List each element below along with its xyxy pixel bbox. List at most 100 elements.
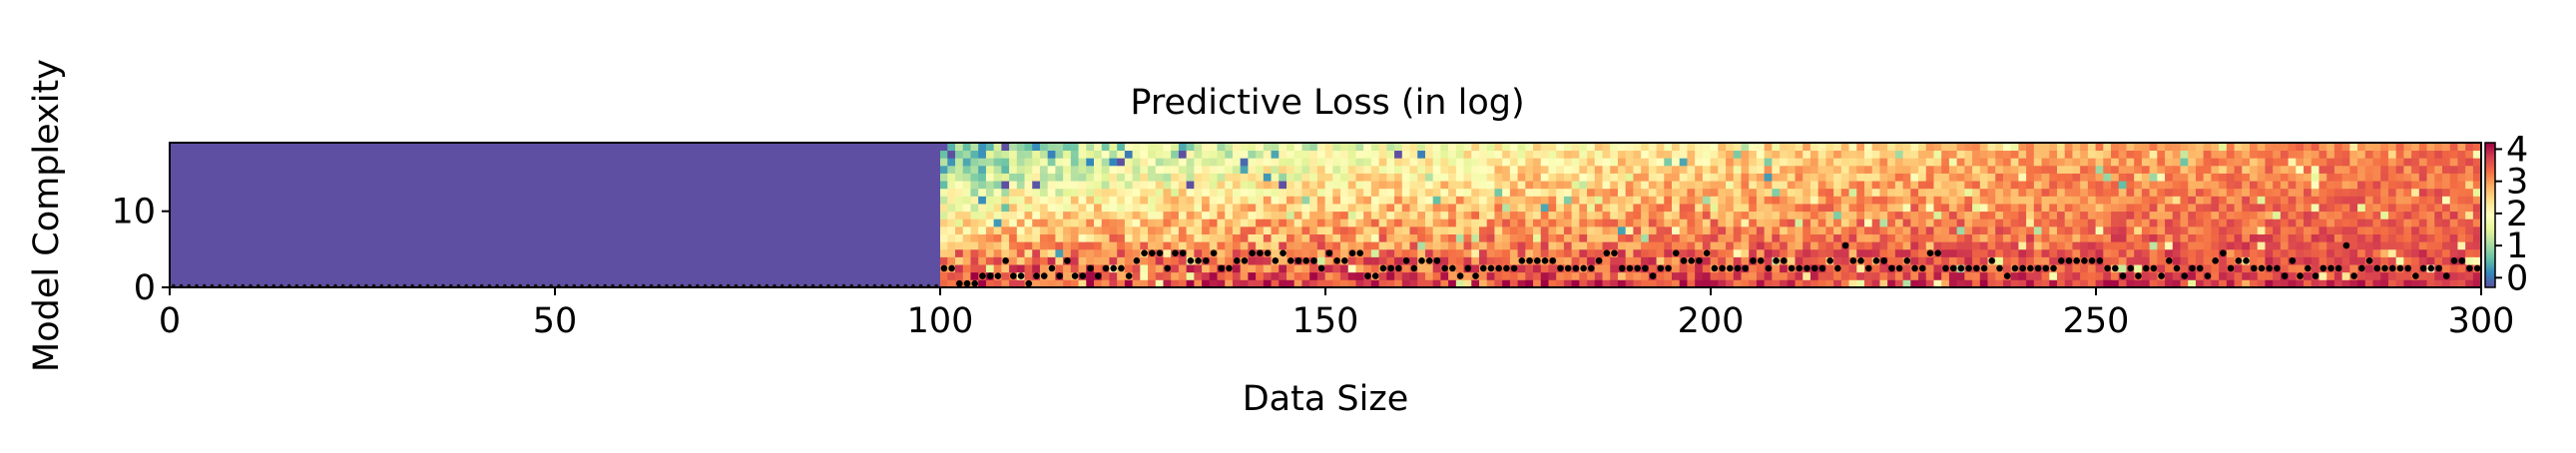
heatmap-cell [1424, 233, 1434, 242]
heatmap-cell [962, 271, 972, 280]
heatmap-cell [2219, 271, 2228, 280]
heatmap-cell [2357, 240, 2366, 250]
heatmap-cell [1726, 157, 1735, 167]
heatmap-cell [2457, 196, 2466, 205]
heatmap-cell [1424, 271, 1434, 280]
heatmap-cell [2472, 203, 2482, 213]
heatmap-cell [2442, 188, 2451, 197]
heatmap-cell [2172, 203, 2182, 213]
heatmap-cell [1610, 226, 1619, 234]
min-complexity-point [1195, 256, 1202, 264]
heatmap-cell [1702, 173, 1712, 182]
heatmap-cell [1263, 165, 1273, 174]
heatmap-cell [1347, 165, 1357, 174]
heatmap-cell [1749, 180, 1758, 190]
heatmap-cell [1186, 150, 1196, 159]
heatmap-cell [1625, 196, 1635, 205]
heatmap-cell [1933, 188, 1942, 197]
heatmap-cell [2103, 142, 2112, 152]
heatmap-cell [2219, 180, 2228, 190]
min-complexity-point [2473, 264, 2481, 272]
heatmap-cell [1509, 211, 1519, 220]
heatmap-cell [2103, 226, 2112, 234]
heatmap-cell [2018, 271, 2027, 280]
min-complexity-point [2358, 264, 2365, 272]
heatmap-cell [2364, 278, 2374, 288]
heatmap-cell [2141, 256, 2151, 265]
heatmap-cell [1340, 142, 1349, 152]
heatmap-cell [1756, 211, 1766, 220]
heatmap-cell [1479, 240, 1488, 250]
heatmap-cell [1948, 278, 1958, 288]
heatmap-cell [2111, 180, 2120, 190]
heatmap-cell [2141, 157, 2151, 167]
heatmap-cell [2211, 165, 2220, 174]
heatmap-cell [2087, 278, 2097, 288]
heatmap-cell [1455, 233, 1465, 242]
heatmap-cell [1448, 150, 1457, 159]
heatmap-cell [1217, 218, 1227, 227]
heatmap-cell [2280, 165, 2290, 174]
min-complexity-point [1895, 264, 1903, 272]
heatmap-cell [1610, 218, 1619, 227]
min-complexity-point [1988, 256, 1996, 264]
heatmap-cell [2226, 218, 2236, 227]
heatmap-cell [1086, 271, 1095, 280]
heatmap-cell [2118, 256, 2128, 265]
heatmap-cell [1695, 248, 1704, 257]
heatmap-cell [978, 150, 987, 159]
heatmap-cell [1533, 218, 1542, 227]
heatmap-cell [1648, 150, 1658, 159]
heatmap-cell [1979, 218, 1989, 227]
heatmap-cell [2064, 188, 2074, 197]
heatmap-cell [2242, 142, 2251, 152]
heatmap-cell [1556, 278, 1565, 288]
min-complexity-point [1926, 249, 1934, 256]
heatmap-cell [2465, 188, 2474, 197]
heatmap-cell [1817, 233, 1827, 242]
heatmap-cell [1803, 165, 1811, 174]
min-complexity-point [1302, 256, 1309, 264]
heatmap-cell [2341, 211, 2351, 220]
heatmap-cell [947, 226, 956, 234]
heatmap-cell [2149, 256, 2159, 265]
heatmap-cell [1617, 157, 1627, 167]
heatmap-cell [1001, 203, 1010, 213]
heatmap-cell [1016, 218, 1026, 227]
heatmap-cell [1979, 256, 1989, 265]
heatmap-cell [1817, 165, 1827, 174]
heatmap-cell [2442, 180, 2451, 190]
heatmap-cell [1833, 173, 1842, 182]
heatmap-cell [1795, 142, 1804, 152]
heatmap-cell [1086, 180, 1095, 190]
heatmap-cell [1733, 157, 1743, 167]
heatmap-cell [1918, 142, 1927, 152]
heatmap-cell [1726, 256, 1735, 265]
heatmap-cell [1309, 188, 1318, 197]
heatmap-cell [1287, 188, 1295, 197]
heatmap-cell [1972, 240, 1981, 250]
heatmap-cell [2149, 278, 2159, 288]
heatmap-cell [2057, 150, 2066, 159]
heatmap-cell [2387, 233, 2397, 242]
heatmap-cell [1217, 256, 1227, 265]
heatmap-cell [2364, 271, 2374, 280]
heatmap-cell [2195, 240, 2205, 250]
heatmap-cell [2333, 180, 2343, 190]
heatmap-cell [2234, 240, 2244, 250]
heatmap-cell [1756, 196, 1766, 205]
heatmap-cell [2457, 240, 2466, 250]
heatmap-cell [2018, 150, 2027, 159]
heatmap-cell [1563, 256, 1573, 265]
heatmap-cell [2265, 278, 2274, 288]
heatmap-cell [2080, 142, 2089, 152]
heatmap-cell [2018, 203, 2027, 213]
heatmap-cell [970, 196, 979, 205]
heatmap-cell [2364, 196, 2374, 205]
heatmap-cell [1132, 180, 1142, 190]
heatmap-cell [2449, 196, 2459, 205]
heatmap-cell [1887, 240, 1896, 250]
heatmap-cell [1256, 188, 1265, 197]
heatmap-cell [2387, 226, 2397, 234]
heatmap-cell [2018, 278, 2027, 288]
